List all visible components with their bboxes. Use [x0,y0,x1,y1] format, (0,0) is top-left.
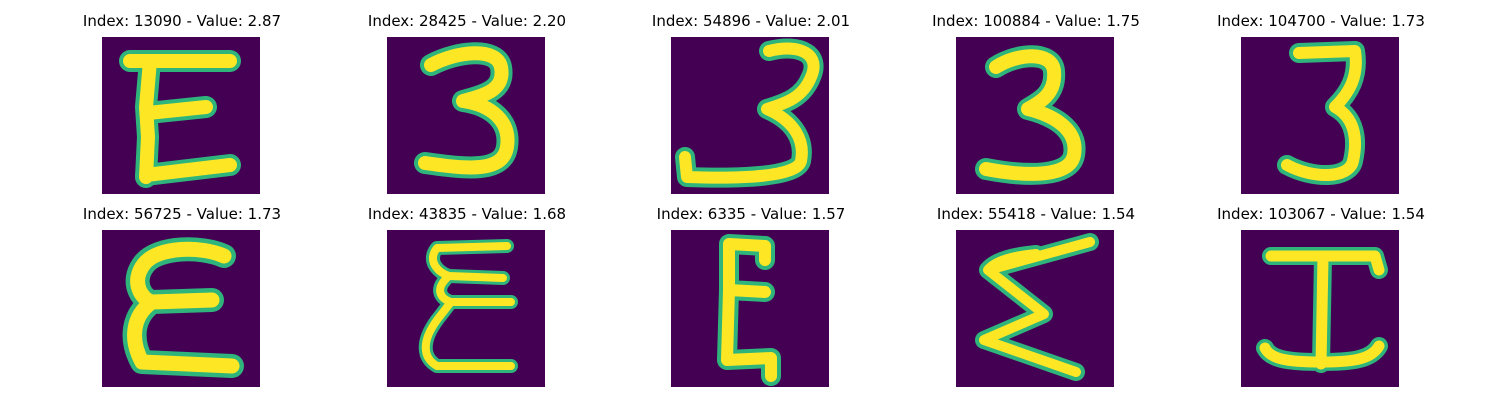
panel-title: Index: 54896 - Value: 2.01 [651,12,851,30]
glyph-3-image [675,38,824,188]
glyph-i-image [1256,247,1388,373]
panel-title: Index: 55418 - Value: 1.54 [936,205,1136,223]
glyph-image [956,230,1114,387]
glyph-image [671,230,829,387]
glyph-3-image [414,42,519,179]
panel-title: Index: 28425 - Value: 2.20 [367,12,567,30]
panel-title: Index: 56725 - Value: 1.73 [82,205,282,223]
glyph-sigma-image [975,233,1099,381]
glyph-image [102,230,260,387]
glyph-image [387,230,545,387]
glyph-image [1241,230,1399,387]
glyph-e-image [717,234,781,386]
glyph-image [102,37,260,194]
glyph-e-image [122,237,244,378]
panel-title: Index: 13090 - Value: 2.87 [82,12,282,30]
glyph-3-image [975,45,1086,185]
panel-title: Index: 43835 - Value: 1.68 [367,205,567,223]
glyph-3-image [1277,41,1366,185]
glyph-image [671,37,829,194]
glyph-image [956,37,1114,194]
glyph-image [387,37,545,194]
glyph-image [1241,37,1399,194]
panel-title: Index: 103067 - Value: 1.54 [1217,205,1425,223]
panel-title: Index: 6335 - Value: 1.57 [656,205,846,223]
glyph-e-image [119,50,241,188]
glyph-e-image [418,239,518,373]
panel-title: Index: 104700 - Value: 1.73 [1217,12,1425,30]
panel-title: Index: 100884 - Value: 1.75 [932,12,1140,30]
